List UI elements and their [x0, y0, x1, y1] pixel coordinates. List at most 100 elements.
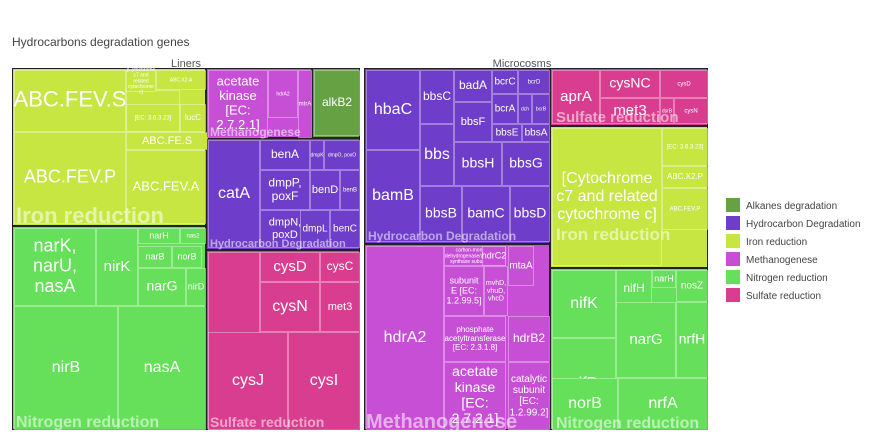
tile-rect [492, 94, 518, 124]
tile-label: narB [145, 251, 164, 261]
tile-label: acetate kinase [EC: 2.7.2.1] [452, 363, 499, 426]
legend-swatch [726, 270, 740, 284]
tile-label: bbsG [509, 155, 542, 171]
tile-nifk: nifK [552, 270, 616, 338]
tile-rect [616, 302, 676, 378]
tile-rect [138, 246, 172, 268]
tile-nirb: nirB [14, 306, 118, 430]
tile-rect [454, 102, 492, 142]
tile-label: norB [177, 251, 196, 261]
tile-bcrc: bcrC [492, 70, 518, 94]
group-nitrogen-reduction: nifKnifHnarHnosZnifDnarGnrfHnorBnrfANitr… [551, 269, 708, 432]
tile-label: hdrA2 [384, 329, 427, 346]
tile-rect [320, 282, 360, 332]
legend-item-alkanes-degradation: Alkanes degradation [726, 198, 837, 212]
tile-label: [EC: 3.6.3.23] [667, 145, 704, 151]
tile-label: bbsA [525, 128, 548, 139]
tile-rect [492, 124, 522, 142]
tile-nifh: nifH [616, 270, 652, 308]
tile-label: nirD [188, 281, 205, 291]
tile-label: [EC: 3.6.3.23] [135, 116, 172, 122]
panel-liners: ABC.FEV.S ABC.FEV.P ABC.FE.S ABC.FEV.A lucC A… [12, 67, 360, 431]
tile-rect [314, 70, 360, 136]
group-label: Methanogenese [366, 411, 517, 433]
tile-met3: met3 [320, 282, 360, 332]
tile-rect [518, 70, 550, 94]
tile-label: ABC.X2.A [170, 77, 193, 83]
tile-rect [138, 268, 186, 306]
tile-nasa: nasA [118, 306, 206, 430]
tile-label: lucC [185, 113, 201, 122]
tile-bend: benD [310, 170, 340, 210]
tile-label: alkB2 [322, 95, 352, 109]
tile-narg: narG [138, 268, 186, 306]
tile-rect [14, 70, 126, 132]
legend-swatch [726, 288, 740, 302]
tile-hdrb2: hdrB2 [508, 316, 550, 362]
tile-label: bbsE [496, 128, 519, 139]
tile-phosphate-acetyltransferase-ec-2-3-1-8: phosphate acetyltransferase [EC: 2.3.1.8] [444, 316, 506, 362]
tile-bcrd: bcrD [518, 70, 550, 94]
tile-label: nifH [623, 281, 644, 295]
tile-rect [330, 210, 360, 248]
tile-label: bbsD [514, 205, 547, 221]
tile-rect [444, 316, 506, 362]
tile-rect [508, 362, 550, 430]
tile-label: cysI [310, 372, 338, 389]
tile-rect [260, 140, 310, 170]
tile-bbsg: bbsG [502, 142, 550, 186]
tile-rect [676, 270, 708, 302]
tile-rect [366, 246, 444, 430]
tile-cysn: cysN [674, 98, 708, 124]
tile-nirk: nirK [96, 228, 138, 306]
group-nitrogen-reduction: narK, narU, nasA nirK narH nas2 narB norB narG ni… [13, 227, 206, 431]
tile-rect [660, 70, 708, 98]
tile-narb: narB [138, 246, 172, 268]
tile-apra: aprA [552, 70, 600, 124]
tile-label: mtrA [299, 102, 312, 108]
tile-rect [662, 128, 708, 166]
legend-swatch [726, 198, 740, 212]
tile-bbsc: bbsC [420, 70, 454, 124]
tile-dmpp-poxf: dmpP, poxF [260, 170, 310, 210]
tile-subunit-e-ec-1-2-99-5: subunit E [EC: 1.2.99.5] [444, 266, 484, 316]
tile-label: nas2 [186, 234, 200, 240]
tile-label: aprA [560, 88, 592, 105]
tile-label: met3 [613, 102, 646, 119]
tile-rect [616, 270, 652, 308]
tile-rect [14, 228, 96, 306]
tile-cysn: cysN [260, 282, 320, 332]
tile-label: bbsF [461, 116, 486, 128]
tile-bbse: bbsE [492, 124, 522, 142]
tile-label: bcrC [494, 77, 515, 88]
tile-lucc: lucC [180, 104, 206, 132]
tile-label: mvhD, vhuD, vhcD [486, 280, 506, 303]
legend-swatch [726, 234, 740, 248]
tile-benb: benB [340, 170, 360, 210]
tile-rect [492, 70, 518, 94]
tile-label: narG [146, 278, 177, 294]
tile-label: acetate kinase [EC: 2.7.2.1] [216, 74, 259, 133]
group-label: Hydrocarbon Degradation [210, 238, 346, 250]
group-hydrocarbon-degradation: hbaC bamB bbsC badA bcrC bcrD bcrA dch bcrB bbsF b… [365, 69, 550, 243]
group-alkanes-degradation: alkB2 [313, 69, 360, 137]
tile-alkb2: alkB2 [314, 70, 360, 136]
tile-rect [156, 70, 206, 90]
tile-label: badA [459, 78, 487, 92]
tile-label: ABC.FEV.S [14, 87, 127, 112]
tile-rect [186, 268, 206, 306]
tile-mtra: mtrA [298, 70, 312, 138]
tile-label: ABC.X2.P [667, 172, 703, 181]
tile-bamc: bamC [462, 186, 510, 242]
tile-norb: norB [552, 378, 618, 430]
tile-rect [652, 270, 676, 288]
tile-label: ABC.FEV.P [670, 207, 701, 213]
tile-label: cysN [272, 298, 308, 315]
tile-met3: met3 [600, 98, 660, 124]
tile-cytochrome-c7-and-related-cytochrome-c: [Cytochrome c7 and related cytochrome c] [552, 128, 662, 266]
tile-rect [268, 70, 298, 118]
tile-label: bamB [372, 187, 414, 204]
tile-label: bcrD [528, 80, 541, 86]
tile-rect [96, 228, 138, 306]
tile-hdra2: hdrA2 [268, 70, 298, 118]
